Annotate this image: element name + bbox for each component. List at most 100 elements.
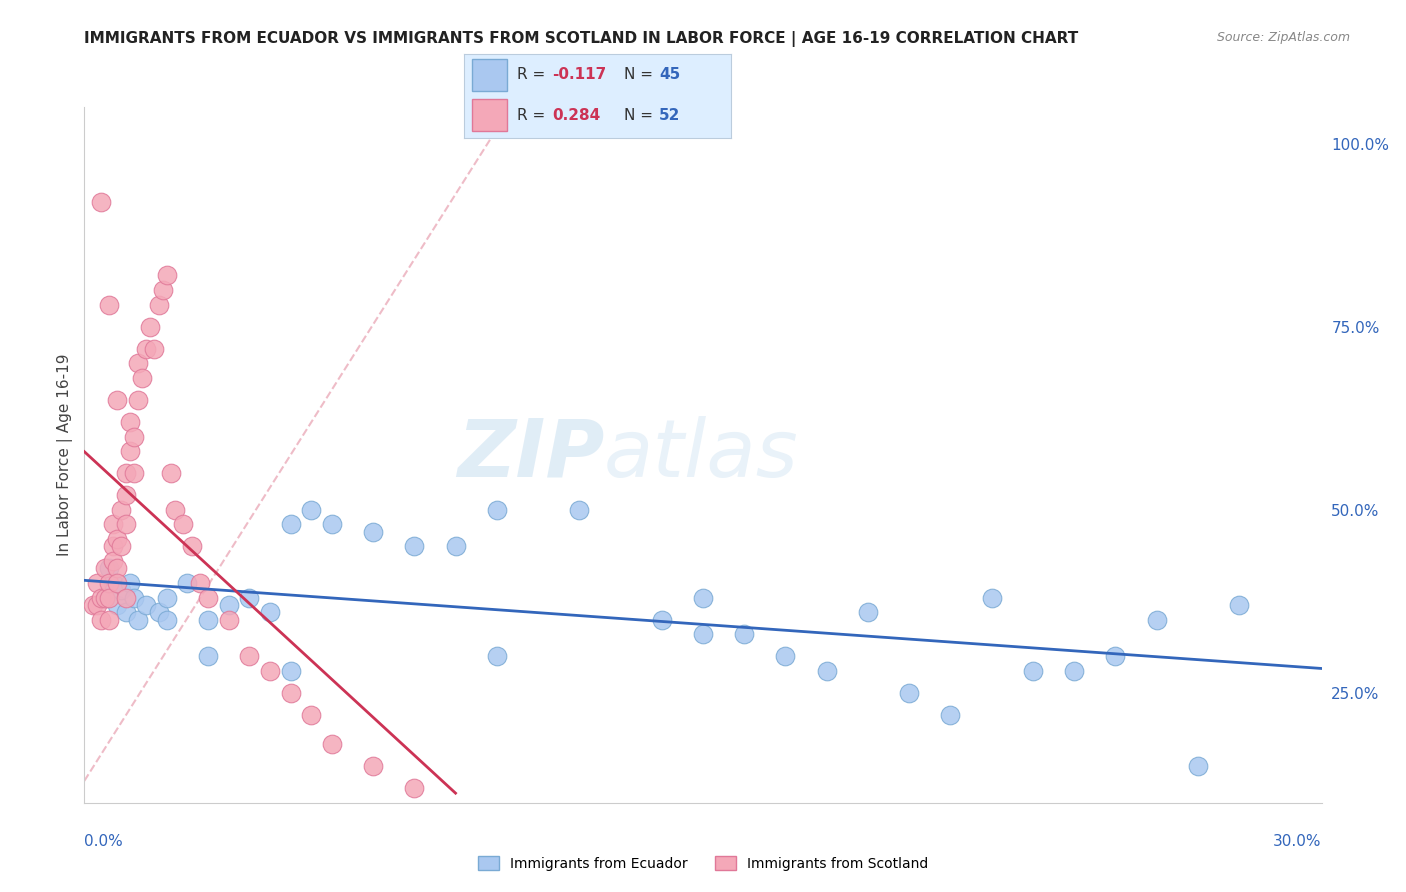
Bar	[472, 59, 506, 91]
Point	[143, 342, 166, 356]
Point	[651, 613, 673, 627]
Point	[856, 606, 879, 620]
Point	[259, 606, 281, 620]
Point	[280, 664, 302, 678]
Point	[980, 591, 1002, 605]
Point	[114, 517, 136, 532]
Point	[1146, 613, 1168, 627]
Point	[444, 540, 467, 554]
Text: 0.284: 0.284	[553, 108, 600, 123]
Point	[148, 298, 170, 312]
Point	[1227, 598, 1250, 612]
Point	[135, 342, 157, 356]
Point	[939, 707, 962, 722]
Point	[105, 576, 128, 591]
Point	[898, 686, 921, 700]
Text: N =: N =	[624, 108, 658, 123]
Point	[188, 576, 211, 591]
Bar	[472, 99, 506, 131]
Point	[105, 532, 128, 546]
Point	[218, 598, 240, 612]
Point	[82, 598, 104, 612]
Point	[90, 195, 112, 210]
Point	[485, 503, 508, 517]
Point	[148, 606, 170, 620]
Point	[118, 415, 141, 429]
Point	[815, 664, 838, 678]
Point	[321, 517, 343, 532]
Point	[86, 598, 108, 612]
Point	[259, 664, 281, 678]
Point	[1104, 649, 1126, 664]
Text: N =: N =	[624, 67, 658, 82]
Point	[299, 707, 322, 722]
Point	[103, 540, 125, 554]
Legend: Immigrants from Ecuador, Immigrants from Scotland: Immigrants from Ecuador, Immigrants from…	[472, 850, 934, 876]
Point	[404, 781, 426, 796]
Point	[90, 591, 112, 605]
Point	[165, 503, 187, 517]
Point	[321, 737, 343, 751]
Point	[568, 503, 591, 517]
Point	[98, 561, 121, 575]
Point	[238, 649, 260, 664]
Point	[156, 591, 179, 605]
Point	[98, 298, 121, 312]
Text: Source: ZipAtlas.com: Source: ZipAtlas.com	[1216, 31, 1350, 45]
Point	[238, 591, 260, 605]
Point	[103, 576, 125, 591]
Point	[361, 524, 384, 539]
Point	[172, 517, 194, 532]
Point	[105, 561, 128, 575]
Point	[299, 503, 322, 517]
Point	[98, 591, 121, 605]
Point	[94, 591, 117, 605]
Point	[1187, 759, 1209, 773]
Point	[110, 583, 132, 598]
Point	[156, 268, 179, 283]
Point	[485, 649, 508, 664]
Point	[404, 540, 426, 554]
Point	[90, 613, 112, 627]
Point	[118, 576, 141, 591]
Point	[105, 392, 128, 407]
Point	[135, 598, 157, 612]
Text: -0.117: -0.117	[553, 67, 606, 82]
Text: R =: R =	[517, 67, 551, 82]
Point	[86, 576, 108, 591]
Point	[114, 591, 136, 605]
Point	[176, 576, 198, 591]
Text: R =: R =	[517, 108, 551, 123]
Point	[197, 649, 219, 664]
Point	[98, 613, 121, 627]
Point	[733, 627, 755, 641]
Point	[103, 517, 125, 532]
Text: atlas: atlas	[605, 416, 799, 494]
Point	[127, 356, 149, 370]
Point	[152, 283, 174, 297]
Point	[156, 613, 179, 627]
Point	[180, 540, 202, 554]
Point	[127, 613, 149, 627]
Point	[197, 613, 219, 627]
Point	[139, 319, 162, 334]
Text: 30.0%: 30.0%	[1274, 834, 1322, 849]
Point	[94, 591, 117, 605]
Y-axis label: In Labor Force | Age 16-19: In Labor Force | Age 16-19	[58, 353, 73, 557]
Point	[692, 627, 714, 641]
Point	[110, 503, 132, 517]
Point	[361, 759, 384, 773]
Point	[94, 561, 117, 575]
Point	[118, 444, 141, 458]
Point	[160, 467, 183, 481]
Point	[280, 686, 302, 700]
Point	[110, 540, 132, 554]
Point	[122, 467, 145, 481]
Point	[105, 598, 128, 612]
Point	[98, 576, 121, 591]
Text: 45: 45	[659, 67, 681, 82]
Point	[114, 467, 136, 481]
Point	[103, 554, 125, 568]
Point	[114, 606, 136, 620]
Point	[692, 591, 714, 605]
